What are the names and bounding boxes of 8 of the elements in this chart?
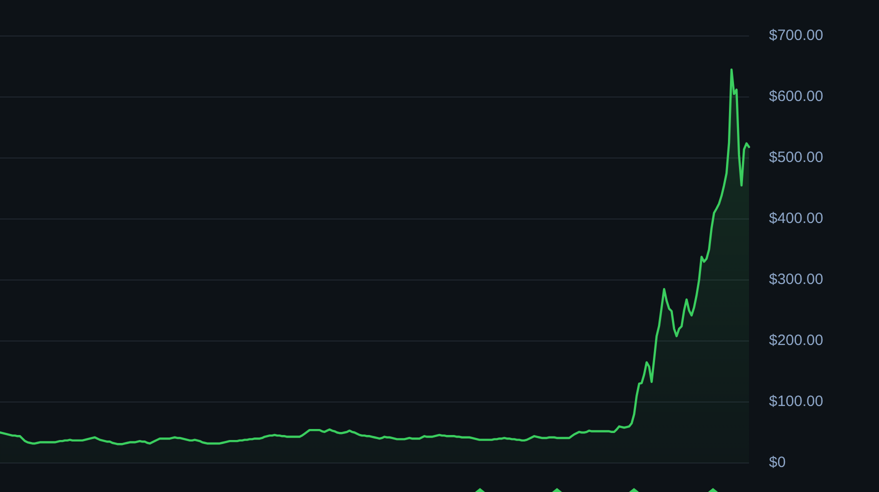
y-tick-label: $700.00	[769, 27, 824, 44]
y-tick-label: $100.00	[769, 393, 824, 410]
y-tick-label: $600.00	[769, 88, 824, 106]
y-tick-label: $300.00	[769, 271, 824, 288]
y-tick-label: $0	[769, 454, 786, 472]
y-tick-label: $500.00	[769, 149, 824, 166]
y-tick-label: $200.00	[769, 332, 824, 350]
y-tick-label: $400.00	[769, 210, 824, 228]
